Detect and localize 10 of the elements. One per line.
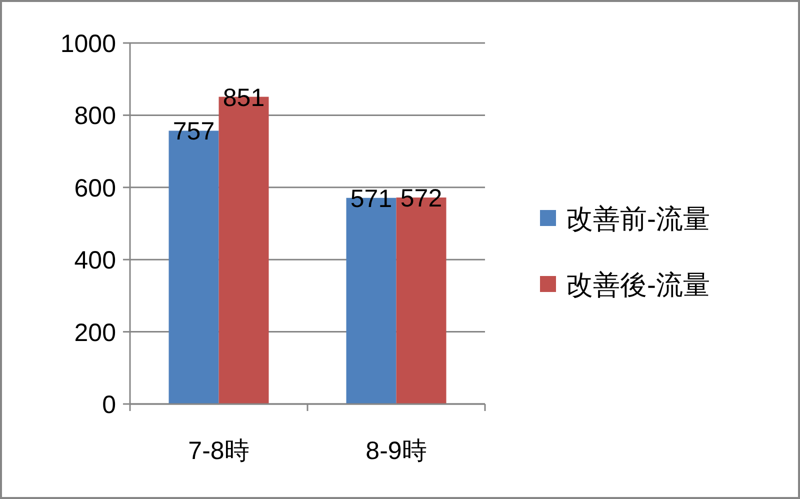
y-tick-label: 1000 bbox=[60, 30, 116, 58]
y-tick-label: 400 bbox=[74, 246, 116, 275]
y-tick-label: 0 bbox=[102, 391, 116, 419]
y-tick-label: 800 bbox=[74, 102, 116, 130]
y-tick-label: 200 bbox=[74, 318, 116, 347]
legend-label: 改善前-流量 bbox=[566, 204, 710, 234]
x-tick-label: 7-8時 bbox=[188, 437, 250, 465]
legend-label: 改善後-流量 bbox=[566, 270, 710, 300]
y-tick-label: 600 bbox=[74, 174, 116, 202]
x-tick-label: 8-9時 bbox=[366, 437, 427, 465]
